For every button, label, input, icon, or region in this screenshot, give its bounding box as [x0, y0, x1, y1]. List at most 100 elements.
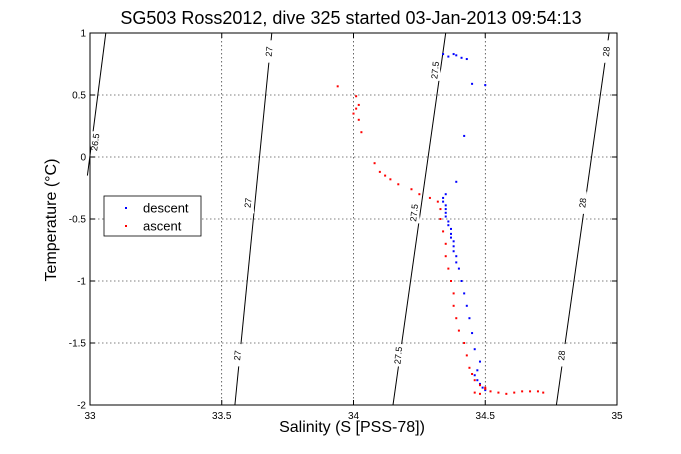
ascent-point [471, 373, 474, 375]
y-tick-label: 0 [80, 153, 86, 164]
descent-point [452, 250, 455, 253]
legend-label-ascent: ascent [143, 219, 182, 234]
ascent-point [357, 103, 360, 106]
contour-label-bg [263, 40, 276, 64]
descent-point [478, 360, 481, 363]
contour-label: 27 [232, 350, 243, 361]
contour-label-bg [392, 343, 405, 367]
legend-label-descent: descent [143, 201, 189, 216]
contour-label: 28 [601, 46, 612, 57]
descent-point [460, 56, 463, 59]
contour-label: 28 [577, 197, 588, 208]
ascent-point [473, 391, 476, 394]
descent-point [452, 53, 455, 56]
x-tick-label: 34.5 [476, 411, 496, 422]
ascent-point [452, 304, 455, 307]
descent-point [444, 211, 447, 214]
contour-label: 27.5 [408, 204, 420, 222]
descent-point [484, 84, 487, 87]
ascent-point [452, 292, 455, 295]
ascent-point [436, 200, 439, 203]
ascent-point [497, 391, 500, 394]
contour-label-bg [407, 201, 421, 225]
ascent-point [473, 379, 476, 382]
ascent-point [384, 174, 387, 177]
descent-point [447, 55, 450, 58]
y-tick-label: -1.5 [69, 339, 87, 350]
ascent-point [505, 392, 508, 395]
ascent-point [442, 230, 445, 233]
x-tick-label: 34 [348, 411, 360, 422]
descent-point [452, 240, 455, 243]
descent-point [471, 332, 474, 335]
ascent-point [484, 387, 487, 390]
ascent-point [478, 392, 481, 395]
contour-label: 27.5 [429, 61, 441, 79]
ascent-point [410, 188, 413, 191]
ascent-point [484, 386, 487, 389]
contour-label: 26.5 [89, 133, 101, 152]
ascent-point [529, 390, 532, 393]
contour-label-bg [88, 130, 102, 154]
x-tick-label: 33 [84, 411, 96, 422]
contour-label: 28 [556, 350, 567, 361]
descent-point [468, 317, 471, 320]
descent-point [455, 261, 458, 264]
descent-point [465, 58, 468, 61]
contour-line [555, 32, 610, 406]
x-tick-label: 33.5 [212, 411, 232, 422]
y-tick-label: 1 [80, 29, 86, 40]
contour-label-bg [555, 343, 568, 367]
ascent-point [513, 391, 516, 394]
descent-point [463, 292, 466, 295]
descent-point [452, 245, 455, 248]
descent-point [481, 386, 484, 389]
ascent-point [455, 317, 458, 320]
ascent-point [378, 170, 381, 173]
descent-point [442, 53, 445, 56]
descent-point [449, 227, 452, 230]
descent-point [444, 215, 447, 218]
y-tick-label: 0.5 [72, 91, 86, 102]
legend-box [103, 195, 202, 237]
descent-point [447, 220, 450, 223]
contour-label-bg [241, 191, 255, 215]
descent-point [447, 224, 450, 227]
ascent-point [439, 208, 442, 211]
axis-ticks: 33 33.5 34 34.5 35 -2 -1.5 -1 -0.5 0 0.5 1 [69, 29, 623, 423]
descent-point [444, 208, 447, 211]
y-tick-label: -2 [77, 401, 86, 412]
descent-point [463, 134, 466, 137]
legend: descent ascent [103, 195, 202, 237]
x-tick-label: 35 [611, 411, 623, 422]
descent-point [442, 200, 445, 203]
descent-point [484, 389, 487, 392]
ascent-point [352, 112, 355, 115]
ascent-point [444, 255, 447, 258]
ascent-point [397, 183, 400, 186]
ascent-point [357, 118, 360, 121]
descent-point [455, 54, 458, 57]
ascent-point [418, 193, 421, 196]
contour-label: 27 [243, 197, 254, 208]
ascent-point [463, 342, 466, 344]
ascent-point [536, 390, 539, 393]
contour-label: 27.5 [392, 346, 404, 364]
descent-point [444, 193, 447, 196]
descent-point [460, 280, 463, 282]
descent-point [478, 382, 481, 385]
descent-point [465, 304, 468, 307]
y-tick-label: -1 [77, 277, 86, 288]
chart-title: SG503 Ross2012, dive 325 started 03-Jan-… [120, 8, 581, 28]
descent-point [473, 348, 476, 351]
ascent-point [465, 354, 468, 357]
x-axis-label: Salinity (S [PSS-78]) [279, 419, 425, 436]
contour-label-bg [429, 58, 442, 82]
ascent-point [542, 391, 545, 394]
descent-point [442, 196, 445, 199]
descent-point [444, 204, 447, 207]
contour-label: 27 [264, 46, 275, 57]
ascent-point [373, 162, 376, 165]
ascent-point [439, 218, 442, 220]
